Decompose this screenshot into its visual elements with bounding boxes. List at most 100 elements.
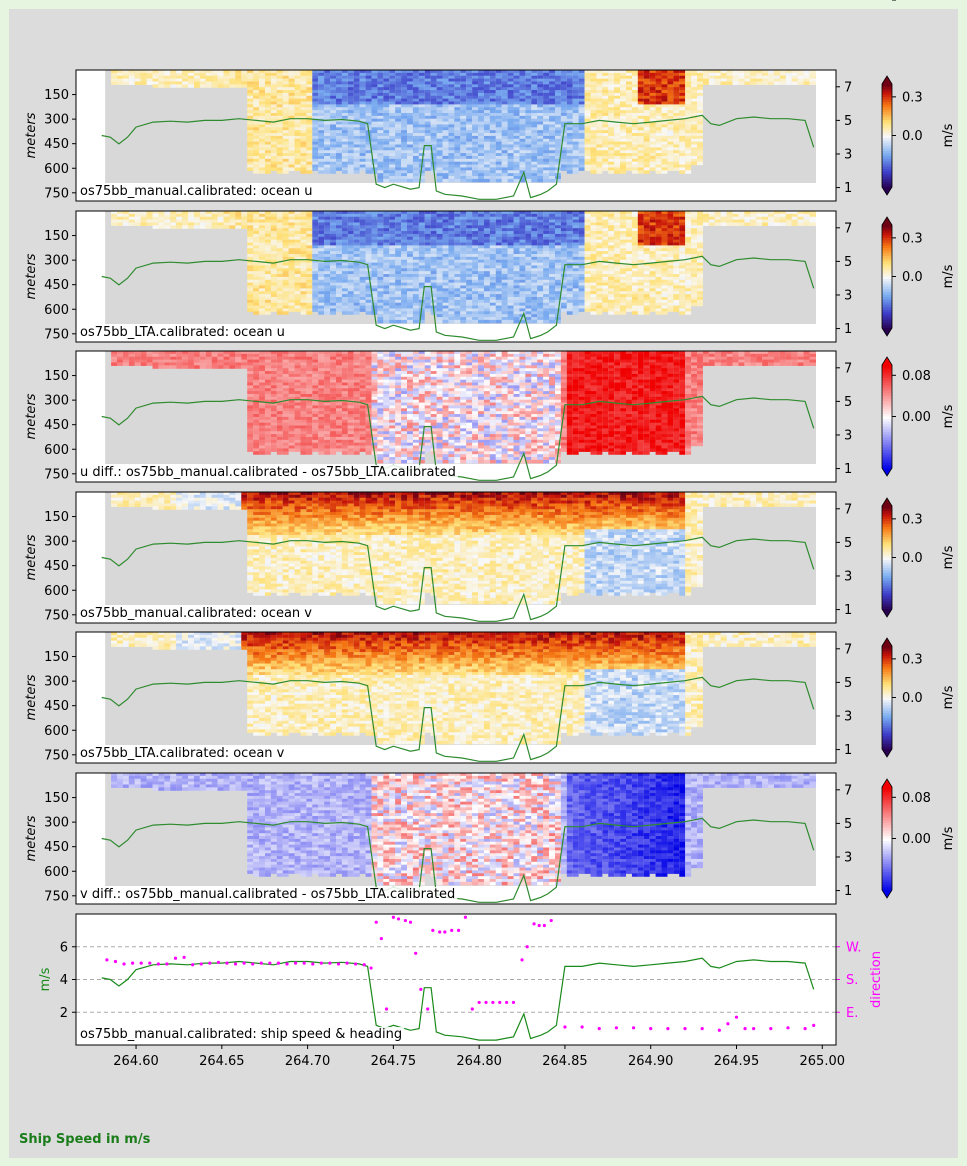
colorbar-tick-label: 0.0 (902, 129, 923, 144)
nodata-cell (809, 70, 817, 183)
heatmap-cell (407, 78, 414, 83)
heatmap-cell (359, 153, 367, 157)
heatmap-cell (395, 153, 402, 157)
heatmap-cell (483, 70, 491, 74)
heatmap-cell (507, 141, 515, 146)
heatmap-cell (306, 98, 313, 103)
heatmap-cell (306, 170, 313, 174)
heatmap-cell (531, 158, 538, 163)
heatmap-cell (259, 155, 266, 160)
heatmap-cell (424, 75, 432, 80)
nodata-cell (188, 70, 195, 183)
heatmap-cell (454, 90, 461, 94)
heatmap-cell (407, 130, 414, 134)
heatmap-cell (537, 118, 544, 123)
heatmap-cell (158, 225, 165, 229)
heatmap-cell (590, 118, 598, 123)
heatmap-cell (495, 115, 503, 120)
heatmap-cell (276, 121, 284, 126)
nodata-cell (797, 70, 805, 183)
heatmap-cell (412, 81, 420, 85)
heatmap-cell (401, 135, 408, 140)
heatmap-cell (247, 98, 254, 103)
heatmap-cell (424, 121, 432, 126)
heatmap-cell (554, 72, 562, 77)
heatmap-cell (324, 87, 331, 91)
heatmap-cell (353, 78, 361, 83)
heatmap-cell (489, 135, 497, 140)
heatmap-cell (412, 130, 420, 134)
heatmap-cell (424, 118, 432, 123)
heatmap-cell (702, 81, 710, 85)
heatmap-cell (454, 164, 461, 169)
heatmap-cell (401, 167, 408, 171)
heatmap-cell (259, 84, 266, 88)
heatmap-cell (472, 138, 479, 143)
heatmap-cell (466, 115, 473, 120)
heatmap-cell (507, 104, 515, 108)
heatmap-cell (264, 95, 272, 100)
heatmap-cell (395, 87, 402, 91)
heatmap-cell (507, 95, 515, 100)
heatmap-cell (347, 115, 355, 120)
heatmap-cell (554, 161, 562, 166)
heatmap-cell (531, 101, 538, 105)
heatmap-cell (513, 81, 521, 85)
heatmap-cell (353, 127, 361, 131)
heatmap-cell (584, 121, 592, 126)
heatmap-cell (371, 101, 379, 105)
heatmap-cell (324, 155, 331, 160)
heatmap-cell (448, 72, 455, 77)
heatmap-cell (199, 75, 207, 80)
heatmap-cell (483, 118, 491, 123)
heatmap-cell (448, 110, 455, 114)
heatmap-cell (306, 153, 313, 157)
heatmap-cell (513, 135, 521, 140)
heatmap-cell (478, 104, 485, 108)
heatmap-cell (330, 164, 337, 169)
heatmap-cell (442, 135, 450, 140)
heatmap-cell (312, 153, 319, 157)
heatmap-cell (418, 92, 426, 97)
heatmap-cell (478, 161, 485, 166)
heatmap-cell (264, 104, 272, 108)
heatmap-cell (448, 153, 455, 157)
heatmap-cell (347, 127, 355, 131)
heatmap-cell (412, 92, 420, 97)
heatmap-cell (276, 130, 284, 134)
heatmap-cell (365, 78, 373, 83)
heatmap-cell (383, 130, 390, 134)
heatmap-cell (489, 115, 497, 120)
nodata-cell (158, 70, 165, 183)
nodata-cell (105, 211, 112, 324)
heatmap-cell (436, 127, 444, 131)
heatmap-cell (483, 81, 491, 85)
heatmap-cell (365, 153, 373, 157)
heatmap-cell (407, 118, 414, 123)
heatmap-cell (270, 127, 278, 131)
heatmap-cell (578, 101, 586, 105)
heatmap-cell (507, 144, 515, 148)
heatmap-cell (377, 87, 384, 91)
heatmap-cell (341, 84, 349, 88)
heatmap-cell (525, 153, 532, 157)
heatmap-cell (483, 138, 491, 143)
heatmap-cell (312, 130, 319, 134)
heatmap-cell (584, 138, 592, 143)
heatmap-cell (466, 70, 473, 74)
heatmap-cell (483, 173, 491, 177)
heatmap-cell (590, 92, 598, 97)
heatmap-cell (170, 72, 177, 77)
heatmap-cell (501, 90, 509, 94)
heatmap-cell (454, 127, 461, 131)
heatmap-cell (424, 84, 432, 88)
heatmap-cell (572, 70, 580, 74)
heatmap-cell (335, 135, 343, 140)
heatmap-cell (330, 84, 337, 88)
heatmap-cell (288, 308, 296, 312)
heatmap-cell (460, 164, 467, 169)
heatmap-cell (560, 92, 568, 97)
heatmap-cell (330, 144, 337, 148)
heatmap-cell (489, 133, 497, 137)
